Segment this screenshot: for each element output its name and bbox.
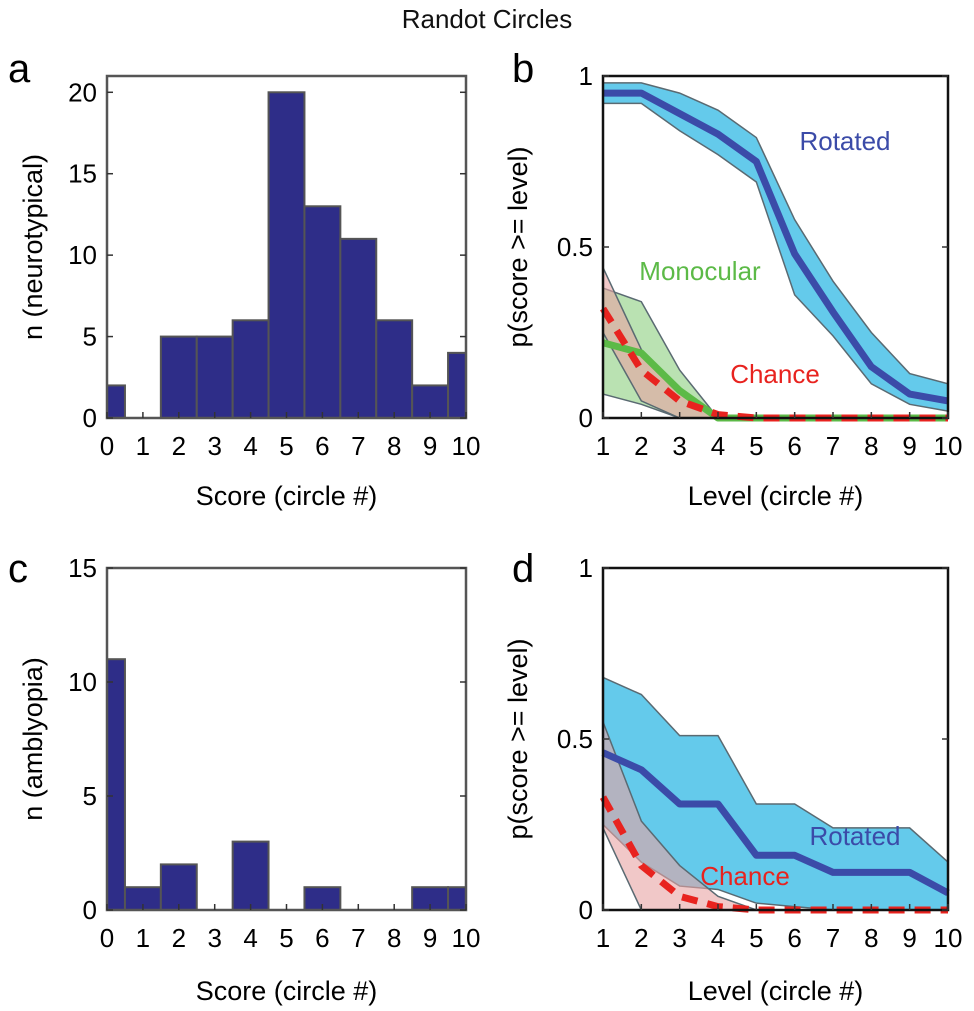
y-tick-label: 5 [83,322,97,352]
x-tick-label: 8 [864,923,878,953]
series-line-rotated [603,89,949,405]
y-tick-label: 20 [68,77,97,107]
x-tick-label: 8 [864,431,878,461]
x-tick-label: 10 [934,431,963,461]
x-tick-label: 7 [826,431,840,461]
y-tick-label: 15 [68,553,97,583]
y-tick-label: 10 [68,667,97,697]
axes-frame [105,566,468,912]
y-axis-label: n (neurotypical) [18,154,48,340]
figure-title: Randot Circles [401,4,573,34]
bar-2 [159,863,198,912]
x-tick-label: 5 [749,923,763,953]
x-tick-label: 7 [351,923,365,953]
y-tick-label: 0 [83,403,97,433]
bar-6 [303,205,342,419]
y-tick-label: 0.5 [557,724,593,754]
bar-0 [106,658,126,912]
series-label-chance: Chance [700,861,790,891]
x-tick-label: 6 [315,923,329,953]
bar-10 [447,351,467,420]
x-tick-label: 3 [672,923,686,953]
y-tick-label: 1 [579,553,593,583]
y-tick-label: 1 [579,61,593,91]
y-axis-label: p(score >= level) [503,638,533,839]
bar-8 [375,319,414,419]
x-tick-label: 2 [172,431,186,461]
x-tick-label: 0 [100,923,114,953]
x-axis-label: Level (circle #) [688,481,864,511]
x-tick-label: 6 [787,431,801,461]
series-label-monocular: Monocular [639,256,761,286]
x-tick-label: 1 [136,431,150,461]
y-axis-label: n (amblyopia) [18,657,48,821]
x-tick-label: 6 [315,431,329,461]
x-tick-label: 9 [902,923,916,953]
y-axis-label: p(score >= level) [503,146,533,347]
series-label-rotated: Rotated [799,126,890,156]
bar-2 [159,335,198,420]
x-tick-label: 5 [279,431,293,461]
x-tick-label: 5 [279,923,293,953]
x-axis-label: Level (circle #) [688,976,864,1006]
y-tick-label: 15 [68,159,97,189]
x-tick-label: 2 [634,923,648,953]
y-tick-label: 10 [68,240,97,270]
x-tick-label: 8 [387,431,401,461]
bar-4 [231,319,270,419]
x-tick-label: 5 [749,431,763,461]
panel-letter: c [8,547,28,591]
x-tick-label: 4 [243,923,257,953]
bar-4 [231,840,270,911]
panel-letter: a [8,47,31,91]
series-line-rotated [601,749,950,896]
x-tick-label: 9 [423,431,437,461]
x-tick-label: 3 [672,431,686,461]
bar-7 [339,237,378,419]
y-tick-label: 0.5 [557,232,593,262]
x-tick-label: 3 [207,431,221,461]
y-tick-label: 5 [83,781,97,811]
x-tick-label: 9 [902,431,916,461]
x-tick-label: 6 [787,923,801,953]
y-tick-label: 0 [83,895,97,925]
panel-letter: b [512,47,534,91]
x-tick-label: 7 [351,431,365,461]
x-tick-label: 1 [136,923,150,953]
x-tick-label: 0 [100,431,114,461]
series-label-chance: Chance [730,359,820,389]
x-tick-label: 9 [423,923,437,953]
x-tick-label: 7 [826,923,840,953]
bar-5 [267,91,306,420]
x-tick-label: 1 [596,431,610,461]
x-tick-label: 4 [711,923,725,953]
x-tick-label: 3 [207,923,221,953]
bar-3 [195,335,234,420]
x-tick-label: 8 [387,923,401,953]
x-tick-label: 2 [634,431,648,461]
bar-0 [106,384,126,419]
x-tick-label: 4 [711,431,725,461]
x-tick-label: 4 [243,431,257,461]
bar-10 [447,886,467,912]
y-tick-label: 0 [579,403,593,433]
x-tick-label: 2 [172,923,186,953]
x-tick-label: 10 [452,923,481,953]
x-tick-label: 10 [934,923,963,953]
panel-letter: d [512,547,534,591]
x-axis-label: Score (circle #) [196,481,378,511]
x-tick-label: 10 [452,431,481,461]
y-tick-label: 0 [579,895,593,925]
x-tick-label: 1 [596,923,610,953]
series-label-rotated: Rotated [809,821,900,851]
x-axis-label: Score (circle #) [196,976,378,1006]
